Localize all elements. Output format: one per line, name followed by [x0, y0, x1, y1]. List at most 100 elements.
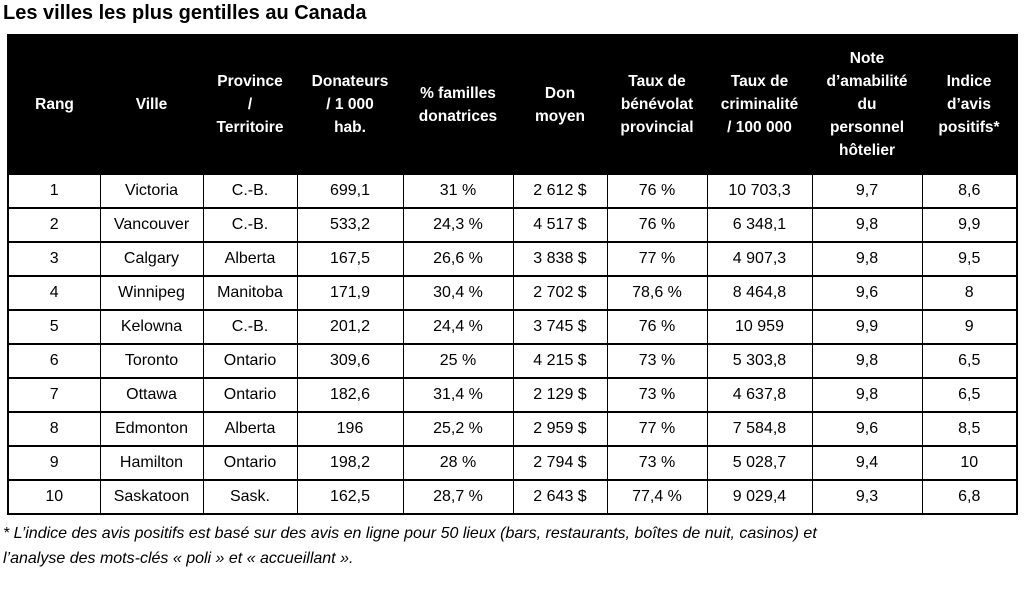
table-cell: 9,6 — [811, 411, 923, 447]
table-cell: 2 129 $ — [512, 377, 608, 413]
column-header-province-territoire: Province / Territoire — [203, 35, 297, 175]
table-cell: 6,5 — [921, 377, 1018, 413]
footnote: * L’indice des avis positifs est basé su… — [3, 525, 817, 567]
table-cell: 25 % — [402, 343, 514, 379]
table-cell: 73 % — [606, 445, 708, 481]
table-cell: 9,8 — [811, 343, 923, 379]
table-cell: 76 % — [606, 207, 708, 243]
column-header-don-moyen: Don moyen — [513, 35, 607, 175]
table-cell: 5 — [7, 309, 101, 345]
table-row: 9 Hamilton Ontario 198,2 28 % 2 794 $73 % 5 02… — [7, 445, 1018, 481]
table-cell: Winnipeg — [99, 275, 204, 311]
table-cell: 6 — [7, 343, 101, 379]
column-header-note-amabilite: Note d’amabilité du personnel hôtelier — [812, 35, 922, 175]
table-cell: 24,3 % — [402, 207, 514, 243]
column-header-taux-criminalite: Taux de criminalité / 100 000 — [707, 35, 812, 175]
table-cell: 9,5 — [921, 241, 1018, 277]
table-cell: 309,6 — [296, 343, 404, 379]
table-cell: 77 % — [606, 411, 708, 447]
table-row: 1 Victoria C.-B. 699,1 31 % 2 612 $76 % 10 703… — [7, 173, 1018, 209]
table-cell: Ontario — [202, 343, 298, 379]
table-row: 7 Ottawa Ontario 182,6 31,4 % 2 129 $73 % 4 63… — [7, 377, 1018, 413]
table-row: 8 Edmonton Alberta 196 25,2 % 2 959 $77 % 7 58… — [7, 411, 1018, 447]
table-cell: 4 637,8 — [706, 377, 813, 413]
table-cell: 9,9 — [921, 207, 1018, 243]
table-cell: 28 % — [402, 445, 514, 481]
table-cell: 4 517 $ — [512, 207, 608, 243]
table-cell: 73 % — [606, 343, 708, 379]
table-cell: C.-B. — [202, 309, 298, 345]
table-cell: 10 959 — [706, 309, 813, 345]
table-cell: 8 — [7, 411, 101, 447]
table-row: 4 Winnipeg Manitoba 171,9 30,4 % 2 702 $78,6 … — [7, 275, 1018, 311]
table-cell: Toronto — [99, 343, 204, 379]
table-cell: 76 % — [606, 309, 708, 345]
table-row: 2 Vancouver C.-B. 533,2 24,3 % 4 517 $76 % 6 3… — [7, 207, 1018, 243]
header-row: Rang Ville Province / Territoire Donateu… — [8, 35, 1017, 175]
table-cell: 10 — [7, 479, 101, 515]
table-cell: 1 — [7, 173, 101, 209]
table-cell: 9,8 — [811, 241, 923, 277]
table-cell: Saskatoon — [99, 479, 204, 515]
column-header-donateurs: Donateurs / 1 000 hab. — [297, 35, 403, 175]
page-title: Les villes les plus gentilles au Canada — [3, 2, 367, 24]
table-cell: 5 028,7 — [706, 445, 813, 481]
table-cell: 10 703,3 — [706, 173, 813, 209]
table-cell: 171,9 — [296, 275, 404, 311]
table-cell: 9 029,4 — [706, 479, 813, 515]
table-cell: 6,8 — [921, 479, 1018, 515]
table-cell: 8,6 — [921, 173, 1018, 209]
table-cell: 182,6 — [296, 377, 404, 413]
table-cell: 31,4 % — [402, 377, 514, 413]
column-header-indice-avis: Indice d’avis positifs* — [922, 35, 1017, 175]
table-cell: Calgary — [99, 241, 204, 277]
table-cell: Hamilton — [99, 445, 204, 481]
table-cell: 2 — [7, 207, 101, 243]
table-cell: Edmonton — [99, 411, 204, 447]
table-cell: 533,2 — [296, 207, 404, 243]
table-cell: 7 584,8 — [706, 411, 813, 447]
table-row: 10 Saskatoon Sask. 162,5 28,7 % 2 643 $77,4 %… — [7, 479, 1018, 515]
table-cell: 5 303,8 — [706, 343, 813, 379]
table-cell: 77,4 % — [606, 479, 708, 515]
table-cell: 31 % — [402, 173, 514, 209]
table-cell: 2 702 $ — [512, 275, 608, 311]
table-cell: 78,6 % — [606, 275, 708, 311]
kindest-cities-table: Rang Ville Province / Territoire Donateu… — [7, 34, 1018, 515]
table-cell: 9,8 — [811, 207, 923, 243]
table-cell: 9,7 — [811, 173, 923, 209]
table-row: 3 Calgary Alberta 167,5 26,6 % 3 838 $77 % 4 9… — [7, 241, 1018, 277]
table-cell: 25,2 % — [402, 411, 514, 447]
table-cell: 2 612 $ — [512, 173, 608, 209]
table-cell: Manitoba — [202, 275, 298, 311]
column-header-rang: Rang — [8, 35, 100, 175]
table-cell: 9,6 — [811, 275, 923, 311]
table-cell: 73 % — [606, 377, 708, 413]
table-cell: Alberta — [202, 411, 298, 447]
table-cell: 196 — [296, 411, 404, 447]
table-cell: C.-B. — [202, 207, 298, 243]
table-cell: 8 — [921, 275, 1018, 311]
table-cell: 9,3 — [811, 479, 923, 515]
table-cell: 2 643 $ — [512, 479, 608, 515]
table-cell: 77 % — [606, 241, 708, 277]
table-cell: 4 — [7, 275, 101, 311]
table-cell: Sask. — [202, 479, 298, 515]
table-cell: 4 215 $ — [512, 343, 608, 379]
table-cell: 4 907,3 — [706, 241, 813, 277]
table-cell: Alberta — [202, 241, 298, 277]
table-cell: 201,2 — [296, 309, 404, 345]
table-cell: 9 — [921, 309, 1018, 345]
table-cell: 76 % — [606, 173, 708, 209]
table-row: 6 Toronto Ontario 309,6 25 % 4 215 $73 % 5 303… — [7, 343, 1018, 379]
table-cell: 3 745 $ — [512, 309, 608, 345]
table-cell: 6 348,1 — [706, 207, 813, 243]
table-cell: 26,6 % — [402, 241, 514, 277]
table-cell: 162,5 — [296, 479, 404, 515]
table-cell: 6,5 — [921, 343, 1018, 379]
table-cell: Ottawa — [99, 377, 204, 413]
table-cell: 28,7 % — [402, 479, 514, 515]
table-cell: Vancouver — [99, 207, 204, 243]
table-cell: 30,4 % — [402, 275, 514, 311]
column-header-familles-donatrices: % familles donatrices — [403, 35, 513, 175]
